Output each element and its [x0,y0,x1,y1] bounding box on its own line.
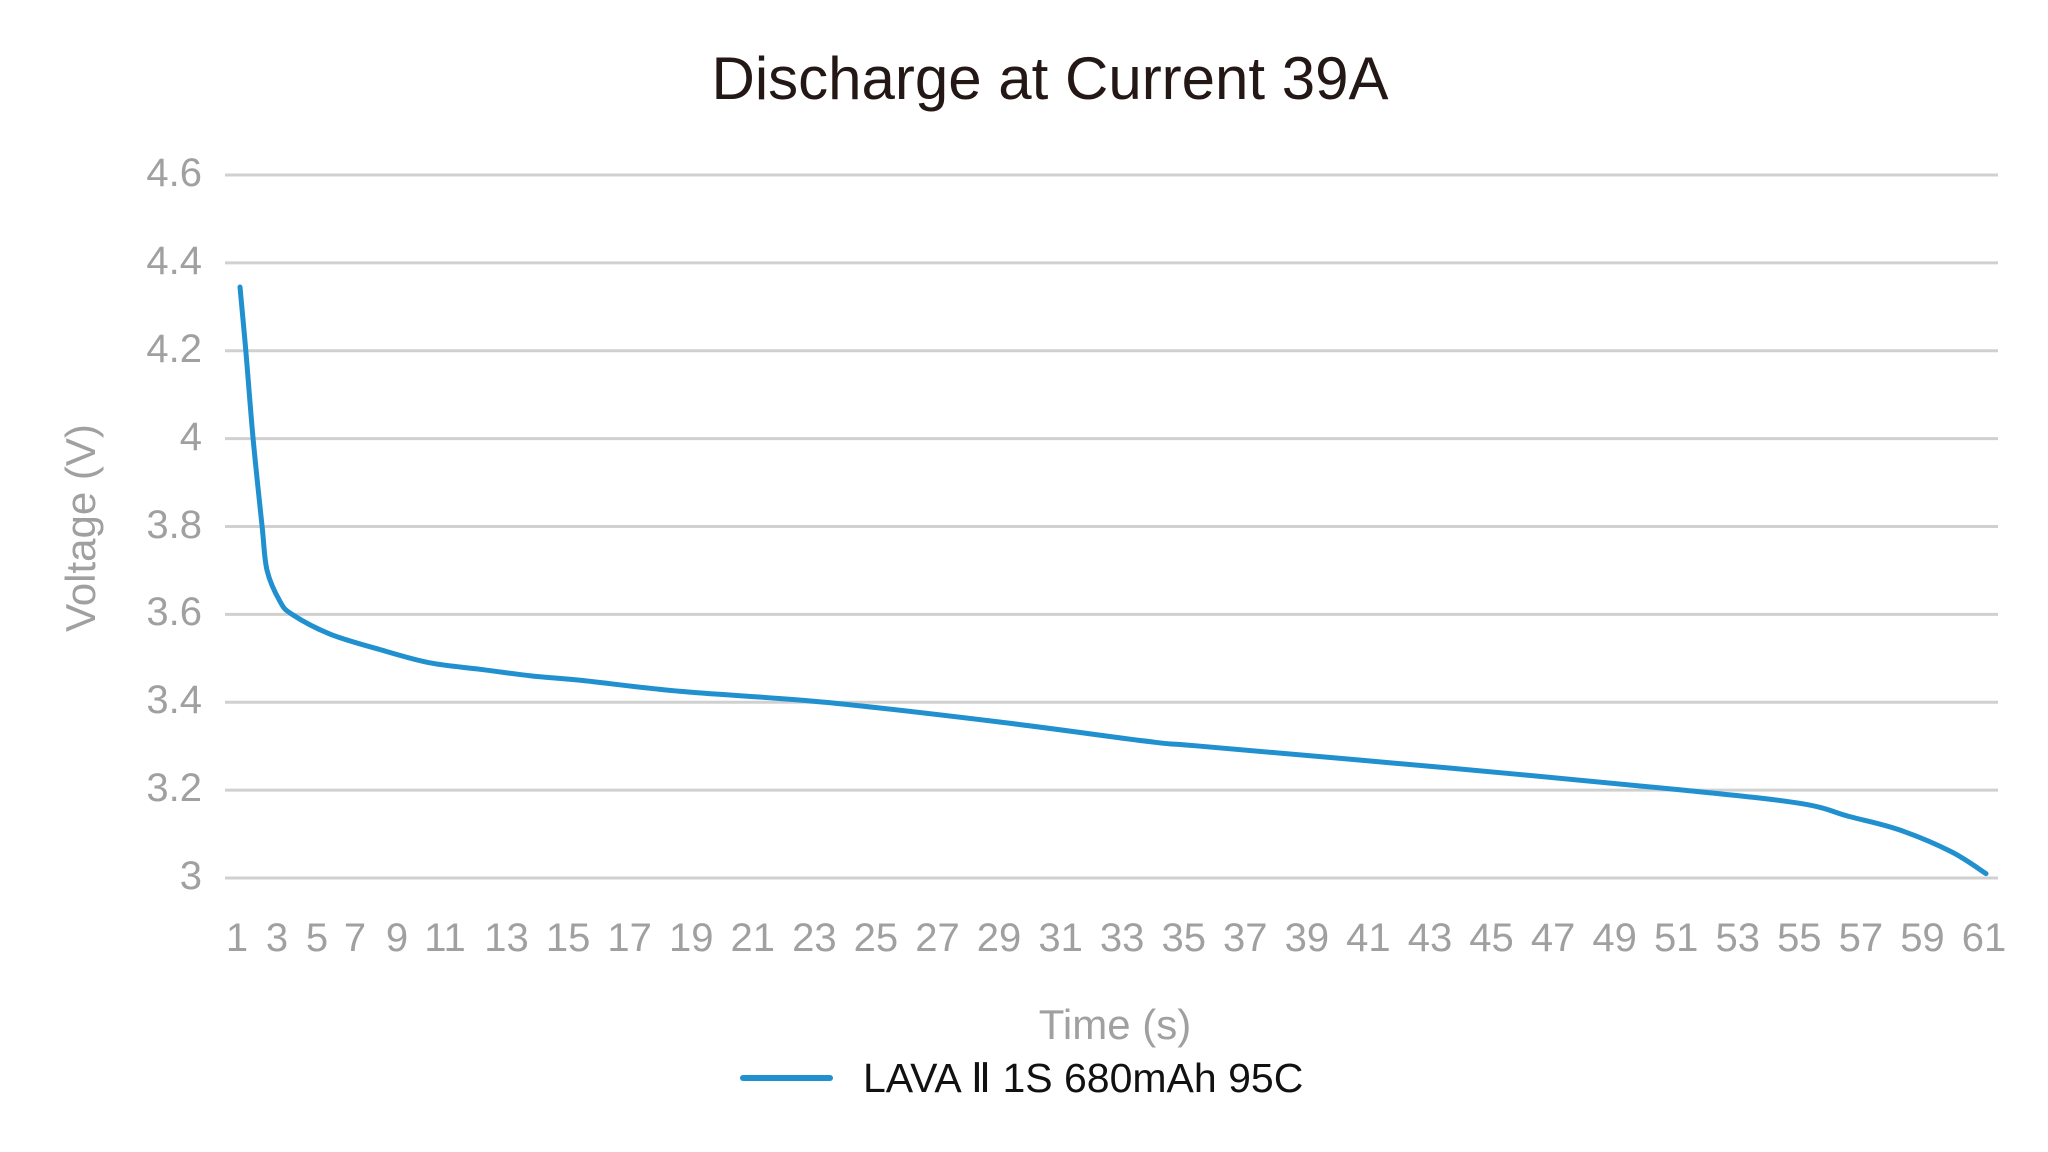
x-tick-label: 51 [1653,916,1699,960]
x-tick-label: 31 [1038,916,1083,960]
x-tick-label: 45 [1469,916,1514,960]
x-tick-label: 37 [1223,916,1268,960]
x-tick-label: 59 [1900,916,1945,960]
x-tick-label: 47 [1530,916,1576,960]
x-tick-label: 9 [385,916,409,960]
x-tick-label: 7 [343,916,367,960]
y-tick-label: 3.6 [146,590,202,635]
x-tick-label: 61 [1961,916,2007,960]
legend: LAVA Ⅱ 1S 680mAh 95C [740,1056,1303,1100]
x-tick-label: 41 [1346,916,1391,960]
y-axis-title: Voltage (V) [57,424,104,632]
x-tick-label: 23 [792,916,837,960]
x-tick-label: 29 [976,916,1022,960]
x-tick-label: 49 [1592,916,1637,960]
x-tick-label: 43 [1407,916,1453,960]
x-tick-label: 11 [424,916,466,960]
legend-line-swatch-icon [740,1075,833,1081]
x-tick-label: 3 [265,916,289,960]
x-axis-title: Time (s) [1038,1001,1192,1048]
x-tick-label: 57 [1838,916,1884,960]
y-tick-label: 4 [179,414,202,459]
x-tick-label: 55 [1777,916,1822,960]
x-tick-label: 5 [305,916,329,960]
x-tick-label: 19 [668,916,714,960]
y-tick-label: 3.2 [146,766,202,811]
series-line-lava-ii-1s-680mah-95c [237,284,1989,877]
x-tick-label: 27 [915,916,960,960]
x-tick-label: 25 [853,916,899,960]
x-tick-label: 53 [1715,916,1761,960]
y-tick-label: 3 [179,854,202,898]
y-tick-label: 3.4 [146,678,202,723]
x-tick-label: 13 [484,916,529,960]
x-tick-label: 15 [545,916,591,960]
legend-label: LAVA Ⅱ 1S 680mAh 95C [863,1055,1304,1101]
chart-title: Discharge at Current 39A [711,45,1389,112]
x-tick-label: 21 [730,916,776,960]
x-tick-label: 33 [1099,916,1145,960]
y-tick-label: 3.8 [146,502,202,547]
x-tick-label: 17 [607,916,652,960]
x-tick-label: 1 [225,916,249,960]
y-tick-label: 4.6 [146,151,202,195]
y-tick-label: 4.4 [146,238,202,283]
y-tick-label: 4.2 [146,326,202,371]
gridlines [225,173,1998,880]
x-tick-label: 39 [1284,916,1330,960]
x-tick-label: 35 [1161,916,1206,960]
